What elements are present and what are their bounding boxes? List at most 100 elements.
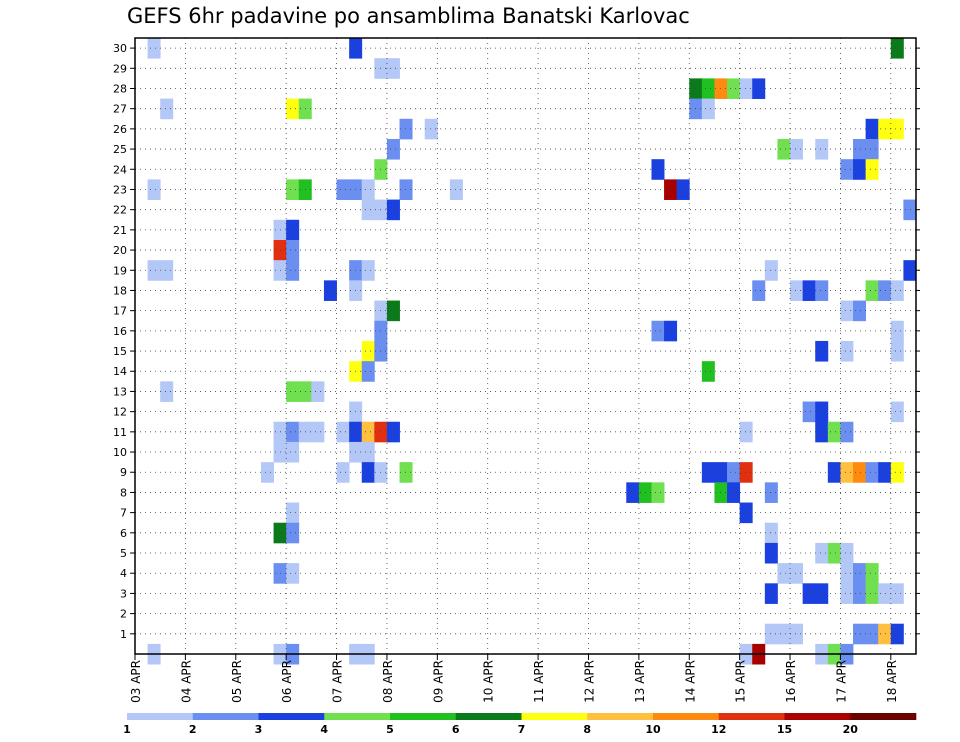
heatmap-cell (865, 462, 879, 483)
x-tick-label: 08 APR (381, 660, 395, 703)
heatmap-cell (878, 462, 892, 483)
heatmap-cell (840, 583, 854, 604)
y-tick-label: 16 (113, 325, 127, 338)
heatmap-cell (815, 583, 829, 604)
y-tick-label: 13 (113, 385, 127, 398)
heatmap-cell (424, 118, 438, 140)
colorbar-swatch (521, 713, 588, 720)
heatmap-cell (802, 401, 816, 423)
heatmap-cell (815, 542, 829, 564)
colorbar-tick-label: 5 (386, 723, 394, 736)
x-tick-label: 04 APR (179, 660, 193, 703)
heatmap-cell (286, 563, 300, 584)
heatmap-cell (701, 78, 715, 99)
heatmap-cell (727, 462, 741, 483)
x-tick-label: 11 APR (532, 660, 546, 703)
heatmap-cell (865, 583, 879, 604)
colorbar-tick-label: 8 (583, 723, 591, 736)
heatmap-cell (853, 159, 867, 180)
y-tick-label: 11 (113, 426, 127, 439)
axis-ticks: 1234567891011121314151617181920212223242… (113, 42, 920, 703)
heatmap-cell (853, 300, 867, 322)
heatmap-cell (878, 280, 892, 301)
heatmap-cell (336, 179, 350, 200)
heatmap-cell (286, 441, 300, 463)
y-tick-label: 4 (120, 567, 127, 580)
colorbar-swatch (258, 713, 325, 720)
y-tick-label: 14 (113, 365, 127, 378)
heatmap-cell (890, 340, 904, 362)
y-tick-label: 23 (113, 183, 127, 196)
y-tick-label: 5 (120, 547, 127, 560)
heatmap-cell (286, 98, 300, 120)
heatmap-cell (361, 421, 375, 443)
heatmap-cell (449, 179, 463, 200)
heatmap-cell (865, 159, 879, 180)
heatmap-cell (386, 199, 400, 221)
heatmap-cell (286, 502, 300, 524)
colorbar-tick-label: 3 (255, 723, 263, 736)
y-tick-label: 1 (120, 628, 127, 641)
heatmap-cell (260, 462, 274, 483)
heatmap-cell (386, 138, 400, 160)
heatmap-cell (701, 98, 715, 120)
colorbar-tick-label: 15 (777, 723, 792, 736)
heatmap-cell (890, 583, 904, 604)
heatmap-cell (311, 421, 325, 443)
heatmap-cell (311, 381, 325, 402)
heatmap-cell (286, 179, 300, 200)
heatmap-cell (399, 118, 413, 140)
colorbar-swatch (324, 713, 391, 720)
heatmap-cell (361, 361, 375, 382)
heatmap-cell (890, 118, 904, 140)
heatmap-cell (840, 462, 854, 483)
heatmap-cell (827, 462, 841, 483)
heatmap-cell (651, 482, 665, 503)
heatmap-cell (752, 280, 766, 301)
heatmap-cell (802, 280, 816, 301)
heatmap-cell (160, 98, 174, 120)
heatmap-cell (286, 239, 300, 261)
x-tick-label: 09 APR (431, 660, 445, 703)
heatmap-cell (777, 563, 791, 584)
colorbar-tick-label: 10 (645, 723, 661, 736)
y-tick-label: 8 (120, 486, 127, 499)
heatmap-cell (701, 462, 715, 483)
heatmap-cell (676, 179, 690, 200)
colorbar-swatch (718, 713, 785, 720)
y-tick-label: 10 (113, 446, 127, 459)
heatmap-cell (827, 421, 841, 443)
heatmap-cell (651, 159, 665, 180)
heatmap-cell (853, 462, 867, 483)
heatmap-cell (361, 340, 375, 362)
heatmap-cell (890, 623, 904, 645)
y-tick-label: 3 (120, 587, 127, 600)
y-tick-label: 20 (113, 244, 127, 257)
colorbar-swatch (784, 713, 851, 720)
heatmap-cell (739, 78, 753, 99)
heatmap-cell (286, 219, 300, 241)
colorbar-swatch (455, 713, 522, 720)
heatmap-cell (878, 118, 892, 140)
dotted-grid (135, 38, 916, 654)
y-tick-label: 12 (113, 406, 127, 419)
heatmap-cell (815, 340, 829, 362)
y-tick-label: 18 (113, 284, 127, 297)
heatmap-cell (878, 583, 892, 604)
y-tick-label: 26 (113, 123, 127, 136)
y-tick-label: 28 (113, 82, 127, 95)
colorbar: 1 2 3 4 5 6 7 8 10 12 15 20 (123, 713, 917, 736)
x-tick-label: 03 APR (129, 660, 143, 703)
y-tick-label: 6 (120, 527, 127, 540)
heatmap-cell (777, 623, 791, 645)
heatmap-cell (764, 583, 778, 604)
colorbar-tick-label: 2 (189, 723, 197, 736)
heatmap-cell (764, 522, 778, 544)
heatmap-cell (336, 462, 350, 483)
heatmap-cell (865, 138, 879, 160)
colorbar-swatch (192, 713, 259, 720)
colorbar-tick-label: 6 (452, 723, 460, 736)
plot-frame (134, 37, 917, 655)
colorbar-tick-label: 4 (320, 723, 328, 736)
